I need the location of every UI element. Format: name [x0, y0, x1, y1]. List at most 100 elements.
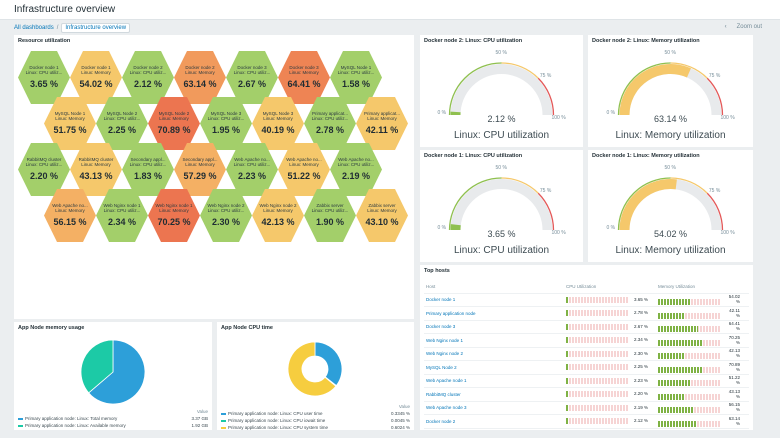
page-header: Infrastructure overview — [0, 0, 780, 20]
gauge-threshold-arc — [501, 177, 539, 194]
honeycomb-cell[interactable]: Zabbix server Linux: CPU utiliz... 1.90 % — [304, 189, 356, 242]
gauge-scale-warn: 75 % — [539, 188, 552, 194]
host-link[interactable]: MySQL Node 2 — [426, 364, 457, 370]
host-link[interactable]: RabbitMQ cluster — [426, 391, 461, 397]
cell-host: Web Nginx node 1 — [103, 203, 141, 208]
honeycomb-cell[interactable]: Web Apache no... Linux: CPU utiliz... 2.23… — [226, 143, 278, 196]
table-row[interactable]: Web Nginx node 2 2.30 % 42.13 % — [424, 347, 749, 361]
host-link[interactable]: Docker node 2 — [426, 418, 456, 424]
bar-fill — [658, 312, 685, 319]
host-link[interactable]: Web Apache node 3 — [426, 405, 467, 411]
honeycomb-cell[interactable]: MySQL Node 2 Linux: Memory 70.89 % — [148, 97, 200, 150]
mem-utilization-bar — [658, 339, 720, 346]
host-link[interactable]: Web Nginx node 1 — [426, 337, 463, 343]
honeycomb-cell[interactable]: MySQL Node 1 Linux: Memory 51.75 % — [44, 97, 96, 150]
cell-item: Linux: Memory — [55, 116, 85, 121]
honeycomb-cell[interactable]: MySQL Node 3 Linux: CPU utiliz... 1.95 % — [200, 97, 252, 150]
honeycomb-cell[interactable]: Docker node 2 Linux: CPU utiliz... 2.12 % — [122, 51, 174, 104]
pie-slice[interactable] — [88, 339, 146, 405]
honeycomb-cell[interactable]: Web Nginx node 1 Linux: CPU utiliz... 2.34… — [96, 189, 148, 242]
honeycomb-cell[interactable]: Docker node 1 Linux: Memory 54.02 % — [70, 51, 122, 104]
host-link[interactable]: Web Nginx node 2 — [426, 351, 463, 357]
cell-item: Linux: CPU utiliz... — [25, 162, 63, 167]
bar-fill — [658, 407, 693, 414]
cell-item: Linux: CPU utiliz... — [337, 162, 375, 167]
cell-label: Zabbix server Linux: Memory — [356, 203, 408, 213]
legend-label: Primary application node: Linux: CPU iow… — [228, 418, 326, 423]
honeycomb-cell[interactable]: Web Apache no... Linux: Memory 56.15 % — [44, 189, 96, 242]
cell-host: Web Nginx node 2 — [207, 203, 245, 208]
cell-value: 51.22 % — [287, 171, 321, 181]
column-cpu[interactable]: CPU Utilization — [564, 281, 656, 294]
host-link[interactable]: Docker node 3 — [426, 324, 456, 330]
honeycomb-cell[interactable]: Web Apache no... Linux: CPU utiliz... 2.19… — [330, 143, 382, 196]
zoom-out-button[interactable]: Zoom out — [736, 24, 762, 30]
host-link[interactable]: Web Apache node 1 — [426, 378, 467, 384]
pie-slice[interactable] — [80, 339, 114, 394]
cell-label: MySQL Node 1 Linux: Memory — [44, 111, 96, 121]
column-memory[interactable]: Memory Utilization — [656, 281, 749, 294]
honeycomb-cell[interactable]: Primary applicat... Linux: CPU utiliz... 2… — [304, 97, 356, 150]
honeycomb-cell[interactable]: RabbitMQ cluster Linux: Memory 43.13 % — [70, 143, 122, 196]
honeycomb-cell[interactable]: MySQL Node 1 Linux: CPU utiliz... 1.58 % — [330, 51, 382, 104]
bar-fill — [566, 391, 569, 398]
mem-utilization-bar — [658, 299, 720, 306]
table-row[interactable]: Web Apache node 3 2.19 % 56.15 % — [424, 401, 749, 415]
honeycomb-cell[interactable]: Secondary appl... Linux: CPU utiliz... 1.8… — [122, 143, 174, 196]
cell-item: Linux: CPU utiliz... — [129, 162, 167, 167]
pie-slice[interactable] — [287, 341, 337, 397]
honeycomb-cell[interactable]: Docker node 1 Linux: CPU utiliz... 3.65 % — [18, 51, 70, 104]
honeycomb-cell[interactable]: Web Nginx node 2 Linux: Memory 42.13 % — [252, 189, 304, 242]
honeycomb-cell[interactable]: Docker node 3 Linux: Memory 64.41 % — [278, 51, 330, 104]
table-row[interactable]: Docker node 2 2.12 % 63.14 % — [424, 414, 749, 429]
cpu-utilization-bar — [566, 350, 628, 357]
cell-host: Web Apache no... — [338, 157, 374, 162]
honeycomb-cell[interactable]: Secondary appl... Linux: Memory 57.29 % — [174, 143, 226, 196]
honeycomb-cell[interactable]: Zabbix server Linux: Memory 43.10 % — [356, 189, 408, 242]
honeycomb-cell[interactable]: Docker node 3 Linux: CPU utiliz... 2.67 % — [226, 51, 278, 104]
table-row[interactable]: MySQL Node 2 2.25 % 70.89 % — [424, 360, 749, 375]
table-row[interactable]: Web Nginx node 1 2.34 % 70.25 % — [424, 333, 749, 348]
honeycomb-cell[interactable]: Web Nginx node 1 Linux: Memory 70.25 % — [148, 189, 200, 242]
mem-utilization-value: 43.13 % — [728, 388, 740, 399]
table-row[interactable]: Docker node 3 2.67 % 64.41 % — [424, 320, 749, 334]
gauge-value: 63.14 % — [653, 114, 688, 124]
gauge-scale-warn: 75 % — [708, 188, 721, 194]
honeycomb-cell[interactable]: Docker node 2 Linux: Memory 63.14 % — [174, 51, 226, 104]
column-host[interactable]: Host — [424, 281, 564, 294]
cell-label: Docker node 1 Linux: CPU utiliz... — [18, 65, 70, 75]
cell-host: Primary applicat... — [311, 111, 348, 116]
table-row[interactable]: Primary application node 2.78 % 42.11 % — [424, 306, 749, 321]
table-row[interactable]: Docker node 1 3.65 % 54.02 % — [424, 293, 749, 307]
cell-value: 2.78 % — [315, 125, 345, 135]
breadcrumb-current[interactable]: Infrastructure overview — [61, 23, 131, 33]
cell-label: Docker node 2 Linux: Memory — [174, 65, 226, 75]
cell-item: Linux: Memory — [289, 70, 319, 75]
gauge-threshold-arc — [448, 177, 502, 231]
honeycomb-cell[interactable]: MySQL Node 3 Linux: Memory 40.19 % — [252, 97, 304, 150]
gauge-scale-min: 0 % — [437, 110, 447, 116]
bar-fill — [566, 364, 569, 371]
cell-label: MySQL Node 2 Linux: Memory — [148, 111, 200, 121]
cell-host: RabbitMQ cluster — [78, 157, 114, 162]
gauge-track — [450, 179, 553, 231]
cell-host: MySQL Node 2 — [158, 111, 190, 116]
host-link[interactable]: Primary application node — [426, 310, 476, 316]
honeycomb-cell[interactable]: RabbitMQ cluster Linux: CPU utiliz... 2.20… — [18, 143, 70, 196]
honeycomb-cell[interactable]: MySQL Node 2 Linux: CPU utiliz... 2.25 % — [96, 97, 148, 150]
cell-item: Linux: Memory — [185, 162, 215, 167]
cell-label: Web Nginx node 1 Linux: CPU utiliz... — [96, 203, 148, 213]
chevron-left-icon[interactable]: ‹ — [724, 24, 727, 30]
mem-utilization-value: 56.15 % — [728, 402, 740, 413]
honeycomb-cell[interactable]: Web Nginx node 2 Linux: CPU utiliz... 2.30… — [200, 189, 252, 242]
mem-utilization-value: 63.14 % — [728, 415, 740, 426]
cell-label: MySQL Node 3 Linux: Memory — [252, 111, 304, 121]
cpu-utilization-bar — [566, 364, 628, 371]
breadcrumb-all-dashboards[interactable]: All dashboards — [14, 25, 54, 31]
legend-label: Primary application node: Linux: Availab… — [25, 423, 126, 428]
table-row[interactable]: Web Apache node 1 2.23 % 51.22 % — [424, 374, 749, 388]
honeycomb-cell[interactable]: Primary applicat... Linux: Memory 42.11 % — [356, 97, 408, 150]
table-row[interactable]: RabbitMQ cluster 2.20 % 43.13 % — [424, 387, 749, 402]
host-link[interactable]: Docker node 1 — [426, 297, 456, 303]
honeycomb-cell[interactable]: Web Apache no... Linux: Memory 51.22 % — [278, 143, 330, 196]
